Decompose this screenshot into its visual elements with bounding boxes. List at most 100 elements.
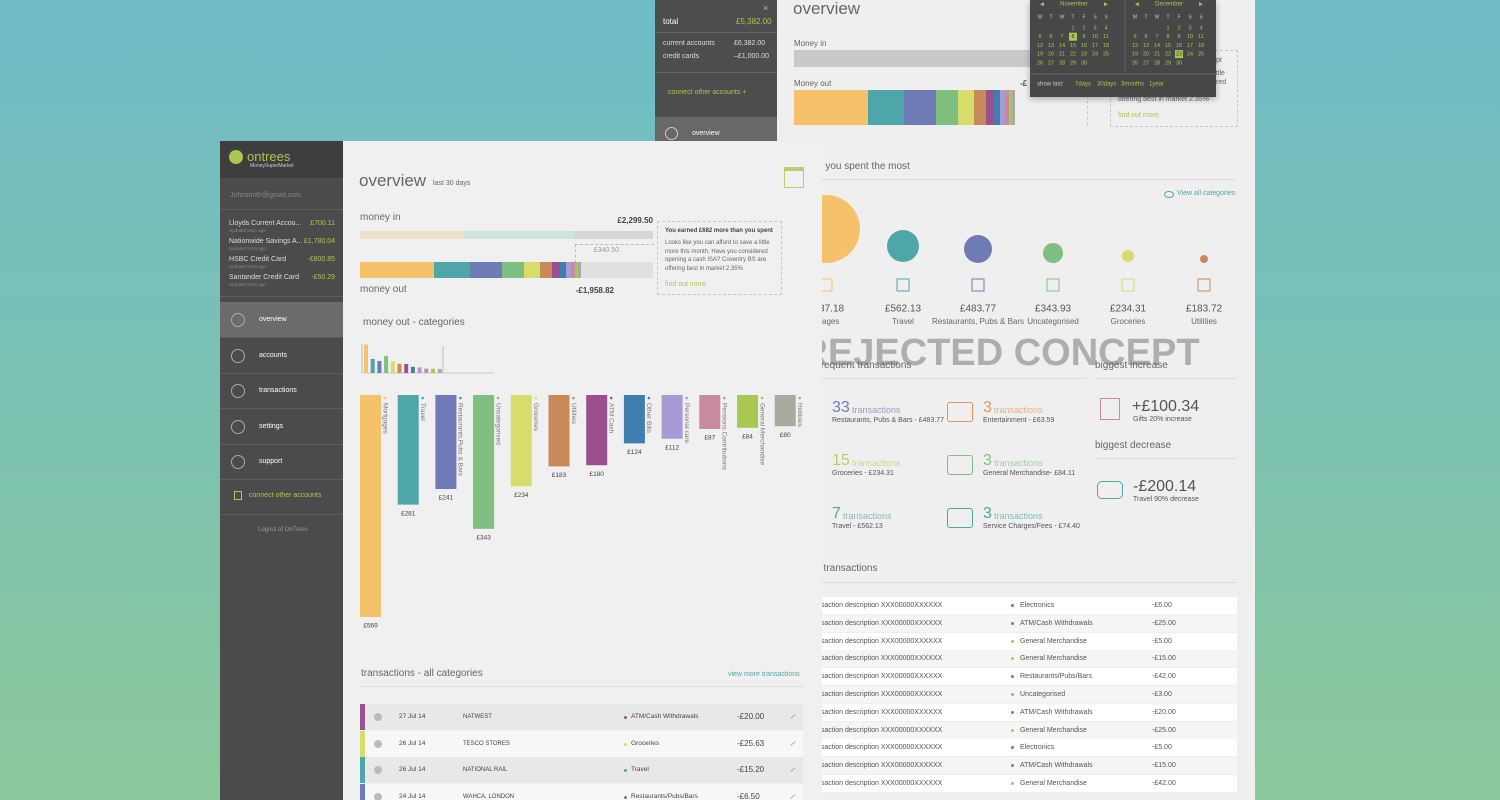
day[interactable]: 21 [1154, 52, 1160, 58]
day[interactable]: 9 [1177, 34, 1180, 40]
view-more-link[interactable]: view more transactions [728, 671, 800, 678]
callout-link[interactable]: find out more [1118, 112, 1159, 119]
bar [737, 395, 758, 428]
day[interactable]: 20 [1143, 52, 1149, 58]
day[interactable]: 14 [1154, 43, 1160, 49]
money-out-segment [1005, 90, 1009, 125]
row-icon [374, 713, 382, 721]
lock-icon [234, 491, 242, 500]
day[interactable]: 10 [1092, 34, 1098, 40]
nav-item[interactable]: transactions [259, 387, 297, 394]
day[interactable]: 20 [1048, 52, 1054, 58]
day[interactable]: 7 [1060, 34, 1063, 40]
nav-item[interactable]: accounts [259, 351, 288, 359]
day[interactable]: 6 [1144, 34, 1147, 40]
category-dot [1011, 746, 1014, 750]
connect-link[interactable]: connect other accounts + [668, 89, 747, 96]
day[interactable]: 5 [1038, 34, 1041, 40]
day[interactable]: 23 [1176, 52, 1182, 58]
close-button[interactable]: × [763, 3, 769, 13]
email: Johnsmith@gmail.com [230, 192, 301, 199]
day[interactable]: 15 [1070, 43, 1076, 49]
day[interactable]: 13 [1048, 43, 1054, 49]
range-option[interactable]: 1year [1149, 82, 1164, 88]
day[interactable]: 25 [1198, 52, 1204, 58]
day[interactable]: 26 [1037, 60, 1043, 66]
day[interactable]: 24 [1092, 52, 1098, 58]
day[interactable]: 3 [1093, 25, 1096, 31]
category-icon [896, 278, 910, 292]
day[interactable]: 23 [1081, 52, 1087, 58]
logo-subtitle: MoneySuperMarket [250, 163, 294, 169]
day[interactable]: 28 [1154, 60, 1160, 66]
day[interactable]: 8 [1071, 34, 1074, 40]
day[interactable]: 15 [1165, 43, 1171, 49]
transaction-description: nsaction description XXX00000XXXXXX [817, 691, 943, 698]
day[interactable]: 25 [1103, 52, 1109, 58]
account-amount: -£800.85 [307, 256, 335, 263]
day[interactable]: 17 [1092, 43, 1098, 49]
transaction-row [812, 757, 1237, 775]
day[interactable]: 14 [1059, 43, 1065, 49]
day[interactable]: 28 [1059, 60, 1065, 66]
transaction-count: 3 [983, 505, 992, 522]
day[interactable]: 11 [1103, 34, 1109, 40]
day[interactable]: 12 [1037, 43, 1043, 49]
money-in-label: Money in [794, 39, 827, 48]
nav-item[interactable]: overview [692, 130, 720, 137]
day[interactable]: 27 [1048, 60, 1054, 66]
day[interactable]: 27 [1143, 60, 1149, 66]
range-option[interactable]: 7days [1075, 82, 1091, 88]
day[interactable]: 7 [1155, 34, 1158, 40]
day[interactable]: 22 [1165, 52, 1171, 58]
day[interactable]: 12 [1132, 43, 1138, 49]
day[interactable]: 21 [1059, 52, 1065, 58]
day[interactable]: 5 [1133, 34, 1136, 40]
logout-link[interactable]: Logout of OnTrees [258, 527, 308, 533]
day[interactable]: 30 [1176, 60, 1182, 66]
day[interactable]: 17 [1187, 43, 1193, 49]
day[interactable]: 1 [1071, 25, 1074, 31]
day[interactable]: 26 [1132, 60, 1138, 66]
day[interactable]: 19 [1037, 52, 1043, 58]
category-dot [647, 396, 651, 400]
category-icon [1121, 278, 1135, 292]
day[interactable]: 9 [1082, 34, 1085, 40]
transaction-description: nsaction description XXX00000XXXXXX [817, 602, 943, 609]
day[interactable]: 4 [1104, 25, 1107, 31]
day[interactable]: 24 [1187, 52, 1193, 58]
view-all-link[interactable]: View all categories [1177, 190, 1236, 197]
day[interactable]: 4 [1199, 25, 1202, 31]
nav-item[interactable]: overview [259, 316, 287, 323]
day[interactable]: 16 [1081, 43, 1087, 49]
category-dot [1011, 604, 1014, 607]
nav-item[interactable]: settings [259, 422, 284, 430]
range-option[interactable]: 30days [1097, 82, 1116, 88]
day[interactable]: 8 [1166, 34, 1169, 40]
money-out-segment [566, 262, 571, 278]
day[interactable]: 18 [1103, 43, 1109, 49]
callout-link[interactable]: find out more [665, 281, 706, 288]
day[interactable]: 22 [1070, 52, 1076, 58]
day[interactable]: 10 [1187, 34, 1193, 40]
mini-bar [377, 360, 382, 373]
day[interactable]: 16 [1176, 43, 1182, 49]
day[interactable]: 19 [1132, 52, 1138, 58]
day[interactable]: 2 [1082, 25, 1085, 31]
day[interactable]: 11 [1198, 34, 1204, 40]
connect-link[interactable]: connect other accounts [249, 492, 322, 499]
nav-item[interactable]: support [259, 458, 283, 465]
day[interactable]: 30 [1081, 60, 1087, 66]
day[interactable]: 2 [1177, 25, 1180, 31]
day[interactable]: 1 [1166, 25, 1169, 31]
range-option[interactable]: 3months [1121, 82, 1144, 88]
money-out-label: Money out [794, 79, 832, 88]
day[interactable]: 13 [1143, 43, 1149, 49]
transaction-category: Uncategorised [1020, 691, 1066, 698]
day[interactable]: 6 [1049, 34, 1052, 40]
day[interactable]: 29 [1165, 60, 1171, 66]
day[interactable]: 3 [1188, 25, 1191, 31]
day[interactable]: 29 [1070, 60, 1076, 66]
day[interactable]: 18 [1198, 43, 1204, 49]
